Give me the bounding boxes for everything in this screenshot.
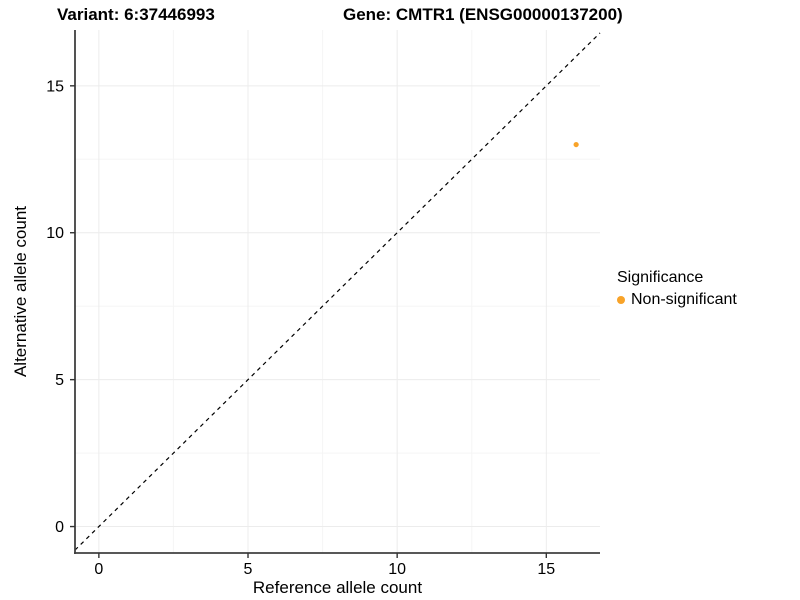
identity-dashed-line xyxy=(74,32,601,551)
y-tick-label: 5 xyxy=(55,372,64,389)
legend-entry: Non-significant xyxy=(617,290,737,309)
legend-title: Significance xyxy=(617,269,704,286)
x-tick-label: 15 xyxy=(537,561,555,578)
legend-entry-label: Non-significant xyxy=(631,291,737,308)
y-axis-title: Alternative allele count xyxy=(11,205,30,378)
x-tick-label: 10 xyxy=(388,561,406,578)
y-tick-label: 15 xyxy=(46,78,64,95)
x-tick-label: 5 xyxy=(244,561,253,578)
legend: Significance Non-significant xyxy=(617,268,737,309)
variant-title: Variant: 6:37446993 xyxy=(57,5,215,24)
y-tick-label: 0 xyxy=(55,519,64,536)
x-tick-label: 0 xyxy=(94,561,103,578)
legend-point-icon xyxy=(617,295,625,304)
data-point xyxy=(573,141,579,148)
x-axis-title: Reference allele count xyxy=(252,578,423,597)
gene-title: Gene: CMTR1 (ENSG00000137200) xyxy=(343,5,623,24)
y-tick-label: 10 xyxy=(46,225,64,242)
